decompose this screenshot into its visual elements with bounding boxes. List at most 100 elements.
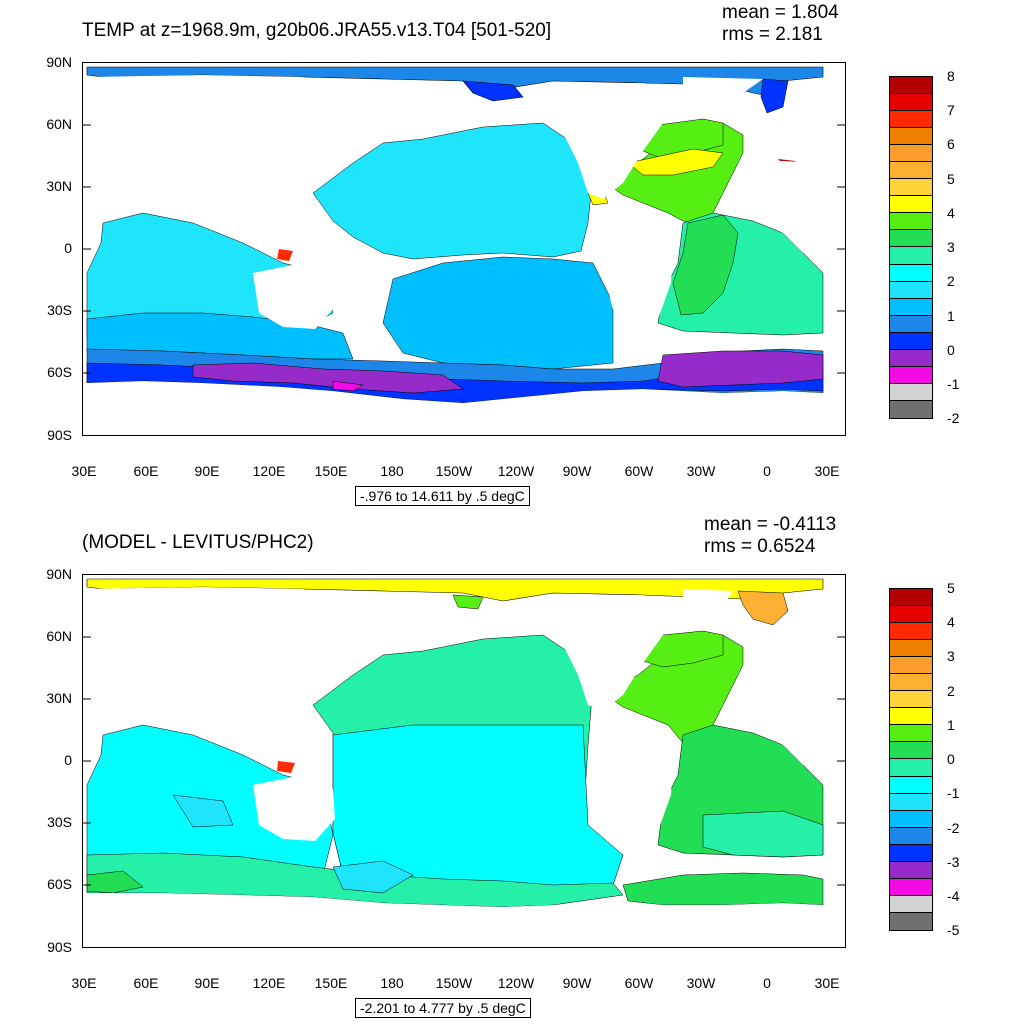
colorbar-cell: [890, 349, 932, 367]
map-svg: [83, 66, 845, 435]
x-tick-label: 30E: [71, 463, 97, 479]
colorbar-cell: [890, 895, 932, 913]
indo-warm-patch: [277, 249, 293, 261]
colorbar-cell: [890, 196, 932, 214]
arctic-east: [760, 78, 789, 114]
mean-value: mean = -0.4113: [704, 514, 837, 535]
colorbar-cell: [890, 912, 932, 930]
colorbar: [889, 76, 933, 419]
colorbar-cell: [890, 657, 932, 675]
south-atlantic-cool: [702, 810, 824, 858]
x-tick-label: 150E: [314, 463, 348, 479]
y-tick-label: 30N: [46, 690, 72, 706]
arctic-green: [452, 594, 484, 610]
colorbar-label: -1: [947, 376, 960, 392]
colorbar-label: 3: [947, 648, 955, 664]
red-sea-patch: [277, 761, 295, 773]
x-tick-label: 90E: [194, 975, 220, 991]
land-eurasia-west: [87, 587, 323, 715]
x-tick-label: 60W: [624, 463, 654, 479]
x-tick-label: 60E: [133, 975, 159, 991]
colorbar-cell: [890, 247, 932, 265]
colorbar-label: 4: [947, 205, 955, 221]
colorbar-cell: [890, 298, 932, 316]
south-atlantic-green: [672, 214, 739, 316]
land-africa: [743, 671, 823, 765]
x-tick-label: 90W: [562, 975, 592, 991]
x-tick-label: 120E: [252, 463, 286, 479]
colorbar-cell: [890, 606, 932, 624]
x-tick-label: 60E: [133, 463, 159, 479]
stats-block: mean = -0.4113 rms = 0.6524: [704, 514, 836, 558]
land-northamerica: [543, 595, 683, 711]
colorbar-cell: [890, 111, 932, 129]
colorbar-label: 8: [947, 68, 955, 84]
colorbar-label: 1: [947, 308, 955, 324]
colorbar-cell: [890, 878, 932, 896]
colorbar-cell: [890, 332, 932, 350]
x-tick-label: 150E: [314, 975, 348, 991]
colorbar-cell: [890, 844, 932, 862]
y-tick-label: 60N: [46, 116, 72, 132]
x-tick-label: 180: [380, 975, 404, 991]
land-northamerica: [543, 83, 683, 199]
colorbar-label: 4: [947, 614, 955, 630]
y-tick-label: 0: [64, 752, 72, 768]
contour-range-label: -2.201 to 4.777 by .5 degC: [355, 998, 531, 1018]
colorbar-cell: [890, 383, 932, 401]
land-southamerica: [603, 735, 673, 855]
stats-block: mean = 1.804 rms = 2.181: [722, 2, 839, 46]
colorbar-label: 1: [947, 717, 955, 733]
plot-ticks: [83, 636, 845, 886]
plot-ticks: [83, 124, 845, 374]
colorbar-cell: [890, 145, 932, 163]
colorbar-cell: [890, 281, 932, 299]
colorbar-label: -3: [947, 854, 960, 870]
colorbar-cell: [890, 793, 932, 811]
colorbar-label: 5: [947, 580, 955, 596]
colorbar-cell: [890, 827, 932, 845]
rms-value: rms = 0.6524: [704, 536, 816, 557]
land-australia: [253, 775, 335, 841]
colorbar-cell: [890, 589, 932, 607]
x-tick-label: 90E: [194, 463, 220, 479]
y-tick-label: 0: [64, 240, 72, 256]
x-tick-label: 120W: [497, 975, 535, 991]
x-tick-label: 120W: [497, 463, 535, 479]
colorbar-cell: [890, 77, 932, 95]
x-tick-label: 30E: [814, 975, 840, 991]
colorbar-cell: [890, 708, 932, 726]
y-tick-label: 90N: [46, 54, 72, 70]
y-tick-label: 30S: [47, 814, 72, 830]
contour-range-label: -.976 to 14.611 by .5 degC: [355, 486, 530, 506]
colorbar-cell: [890, 264, 932, 282]
colorbar: [889, 588, 933, 931]
north-atlantic-warm: [627, 148, 724, 176]
colorbar-cell: [890, 674, 932, 692]
colorbar-label: -5: [947, 922, 960, 938]
colorbar-cell: [890, 400, 932, 418]
colorbar-cell: [890, 725, 932, 743]
labrador-sea: [642, 630, 724, 668]
colorbar-label: 2: [947, 683, 955, 699]
colorbar-cell: [890, 366, 932, 384]
colorbar-label: -2: [947, 820, 960, 836]
rms-value: rms = 2.181: [722, 24, 823, 45]
x-tick-label: 0: [763, 463, 771, 479]
x-tick-label: 30E: [814, 463, 840, 479]
colorbar-cell: [890, 640, 932, 658]
colorbar-label: 5: [947, 171, 955, 187]
y-tick-label: 60S: [47, 876, 72, 892]
y-tick-label: 90S: [47, 939, 72, 955]
land-eurasia-west: [87, 75, 323, 203]
x-tick-label: 30W: [686, 463, 716, 479]
colorbar-cell: [890, 315, 932, 333]
map-plot: [82, 574, 846, 948]
antarctic-magenta: [332, 380, 364, 392]
panel-difference: (MODEL - LEVITUS/PHC2) mean = -0.4113 rm…: [0, 512, 1024, 1024]
y-tick-label: 60S: [47, 364, 72, 380]
colorbar-cell: [890, 230, 932, 248]
indian-cool-patch: [172, 794, 234, 828]
y-tick-label: 90S: [47, 427, 72, 443]
map-plot: [82, 62, 846, 436]
